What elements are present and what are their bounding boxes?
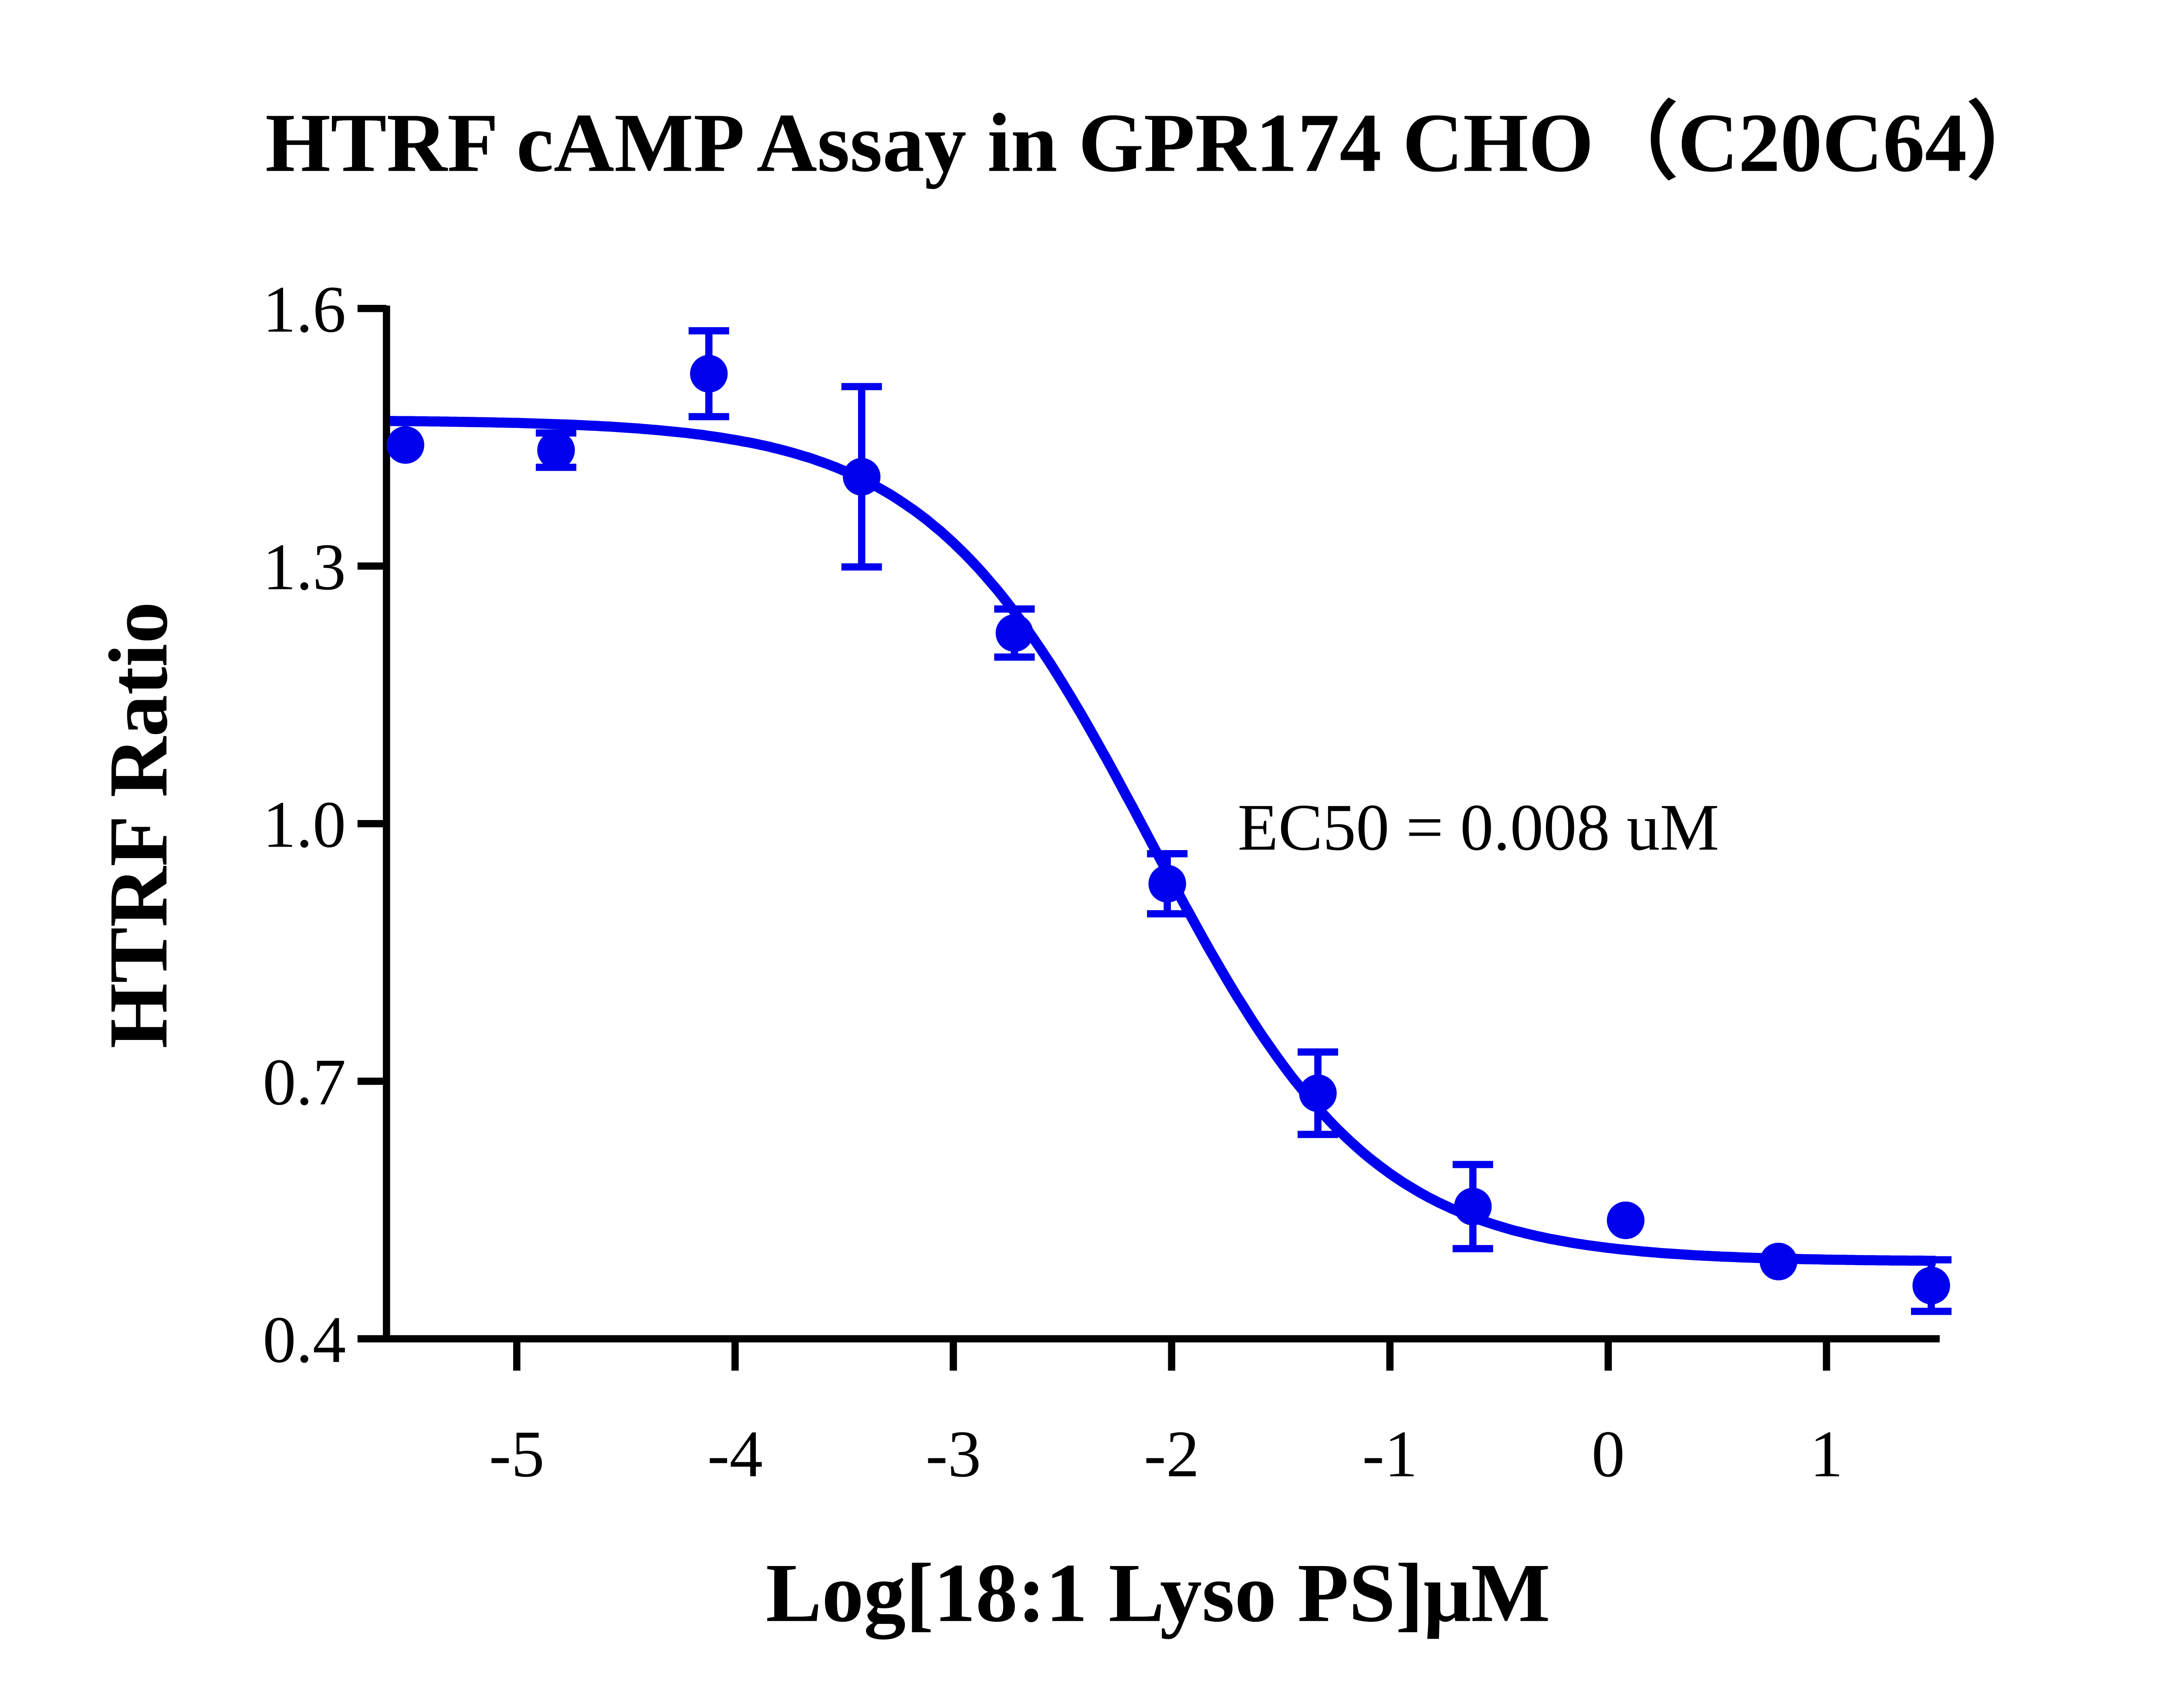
ec50-annotation: EC50 = 0.008 uM — [1238, 791, 1719, 864]
data-point — [386, 426, 424, 464]
data-point — [995, 614, 1034, 652]
data-point — [1148, 865, 1186, 903]
data-point — [1759, 1242, 1798, 1280]
fit-curve-group — [390, 416, 1936, 1266]
x-tick-label: -3 — [926, 1418, 981, 1491]
x-tick-label: 1 — [1810, 1418, 1843, 1491]
y-tick-label: 1.0 — [263, 788, 346, 861]
x-tick-label: -5 — [489, 1418, 544, 1491]
fit-curve — [390, 416, 1936, 1266]
x-axis-label: Log[18:1 Lyso PS]μM — [766, 1546, 1550, 1640]
data-point — [690, 354, 728, 393]
y-tick-label: 0.7 — [263, 1046, 346, 1119]
data-point — [537, 431, 575, 469]
data-points — [386, 327, 1952, 1315]
data-point — [1299, 1074, 1337, 1112]
data-point — [1606, 1201, 1645, 1239]
x-tick-label: -2 — [1144, 1418, 1199, 1491]
y-tick-label: 1.3 — [263, 530, 346, 604]
data-point — [842, 458, 881, 496]
x-tick-label: -4 — [707, 1418, 763, 1491]
data-point — [1454, 1188, 1492, 1225]
y-axis-label: HTRF Ratio — [91, 602, 185, 1049]
chart-title: HTRF cAMP Assay in GPR174 CHO（C20C64） — [265, 96, 2051, 189]
x-tick-label: -1 — [1362, 1418, 1417, 1491]
data-point — [1912, 1266, 1950, 1305]
x-tick-label: 0 — [1592, 1418, 1625, 1491]
y-tick-label: 0.4 — [263, 1303, 346, 1377]
y-tick-label: 1.6 — [263, 273, 346, 347]
axes: 0.4 0.7 1.0 1.3 1.6 -5 -4 -3 -2 -1 0 1 — [263, 273, 1940, 1491]
